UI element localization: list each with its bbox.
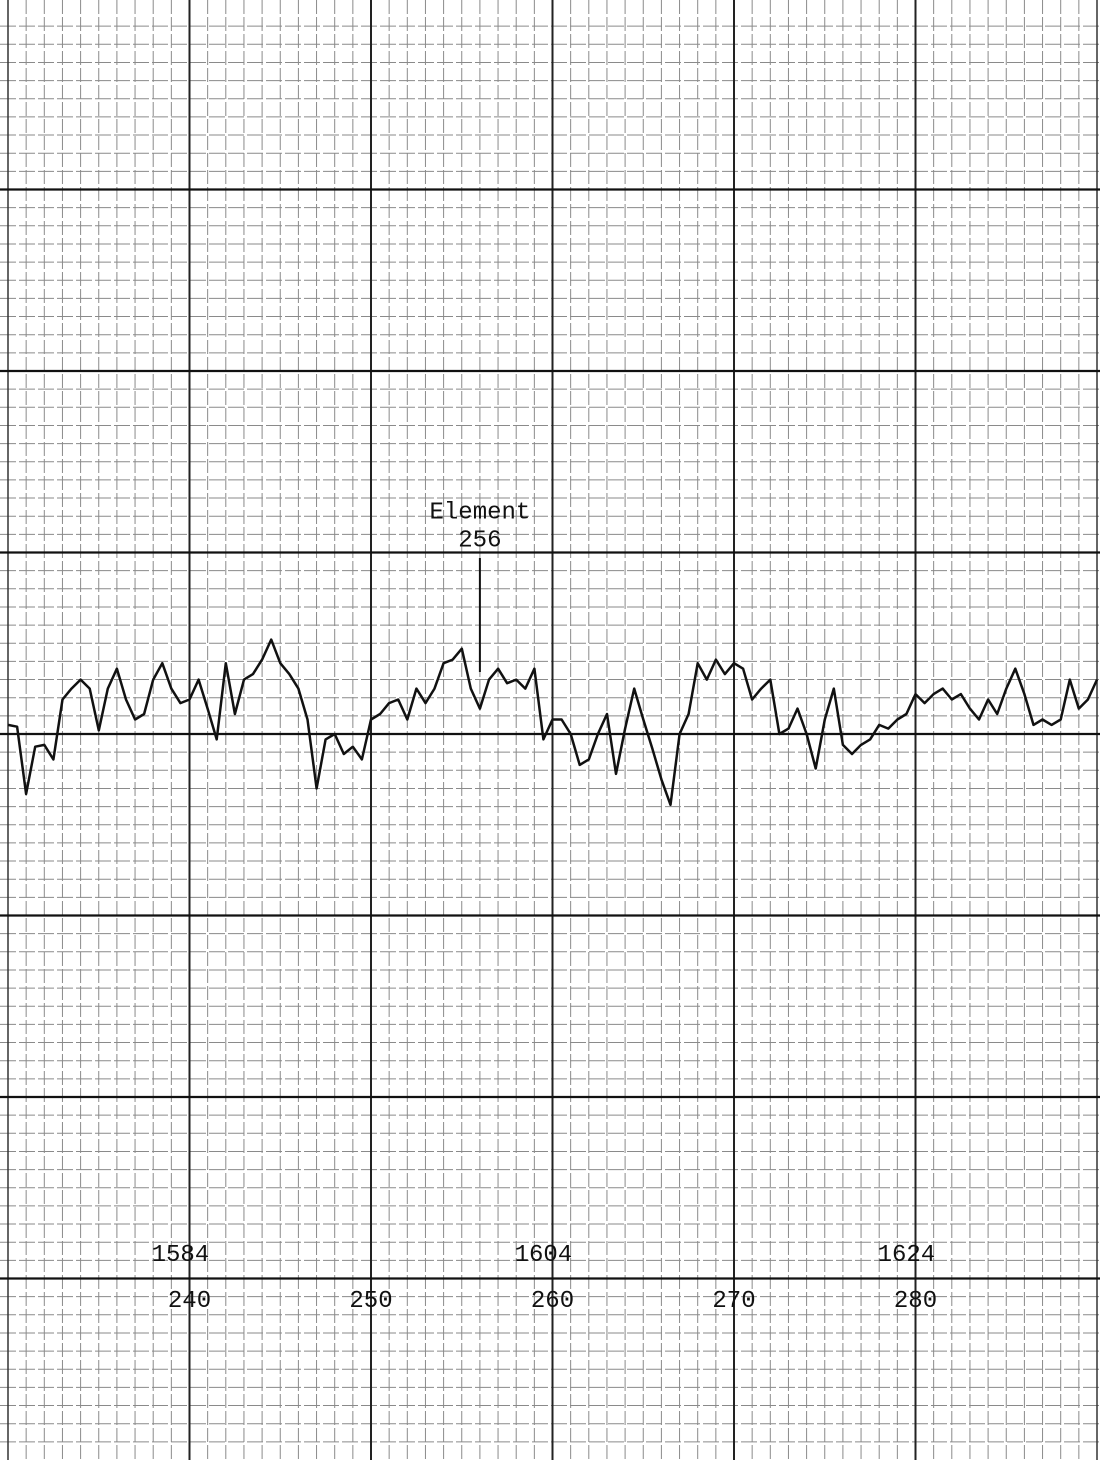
trace <box>7 638 1099 807</box>
x-tick-label: 260 <box>531 1288 574 1315</box>
x-tick-label: 280 <box>894 1288 937 1315</box>
annotation-text: 256 <box>458 527 501 554</box>
x-tick-label: 250 <box>349 1288 392 1315</box>
x2-tick-label: 1604 <box>515 1242 573 1269</box>
x2-tick-label: 1624 <box>878 1242 936 1269</box>
x-tick-label: 270 <box>712 1288 755 1315</box>
annotation-text: Element <box>429 499 530 526</box>
x-tick-label: 240 <box>168 1288 211 1315</box>
x2-tick-label: 1584 <box>152 1242 210 1269</box>
